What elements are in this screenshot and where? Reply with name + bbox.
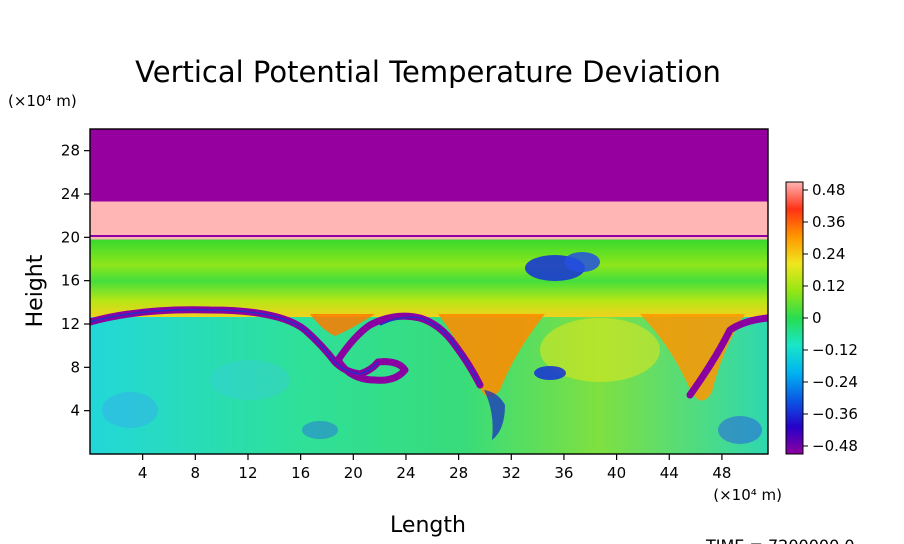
y-axis: 4 8 12 16 20 24 28 xyxy=(61,142,90,420)
y-tick-label: 28 xyxy=(61,142,80,160)
x-tick-label: 28 xyxy=(449,464,468,482)
yellow-patch xyxy=(540,318,660,382)
chart-title: Vertical Potential Temperature Deviation xyxy=(135,55,721,89)
blue-swirl-3 xyxy=(718,416,762,444)
colorbar-scale xyxy=(785,181,804,455)
warm-wedge-left xyxy=(310,314,375,336)
y-axis-label: Height xyxy=(23,254,48,327)
y-tick-label: 24 xyxy=(61,185,80,203)
blue-swirl-1 xyxy=(102,392,158,428)
x-tick-label: 36 xyxy=(554,464,573,482)
colorbar: 0.48 0.36 0.24 0.12 0 −0.12 −0.24 −0.36 −0.48 xyxy=(785,181,858,455)
bands xyxy=(90,129,768,240)
tropopause-outline xyxy=(90,308,481,386)
y-tick-label: 16 xyxy=(61,272,80,290)
x-tick-label: 4 xyxy=(138,464,148,482)
warm-wedge-center xyxy=(438,314,545,398)
warm-wedge-right xyxy=(640,314,745,401)
x-tick-label: 8 xyxy=(191,464,201,482)
upper-green-field xyxy=(90,237,768,317)
colorbar-tick-label: −0.36 xyxy=(812,405,858,423)
x-tick-label: 16 xyxy=(291,464,310,482)
time-label: TIME = 7200000.0 xyxy=(705,536,855,544)
colorbar-ticks: 0.48 0.36 0.24 0.12 0 −0.12 −0.24 −0.36 −0.48 xyxy=(803,181,858,455)
plot-frame xyxy=(89,128,769,455)
x-axis: 4 8 12 16 20 24 28 32 36 40 44 48 xyxy=(138,454,731,482)
y-axis-unit: (×10⁴ m) xyxy=(8,92,77,110)
x-tick-label: 12 xyxy=(238,464,257,482)
x-tick-label: 24 xyxy=(396,464,415,482)
x-axis-unit: (×10⁴ m) xyxy=(713,486,782,504)
blue-swirl-4 xyxy=(302,421,338,439)
colorbar-tick-label: −0.48 xyxy=(812,437,858,455)
band-1 xyxy=(90,201,768,240)
x-tick-label: 32 xyxy=(502,464,521,482)
colorbar-tick-label: −0.24 xyxy=(812,373,858,391)
plot-area xyxy=(90,129,768,454)
colorbar-tick-label: 0.24 xyxy=(812,245,845,263)
colorbar-tick-label: 0.36 xyxy=(812,213,845,231)
colorbar-tick-label: 0 xyxy=(812,309,822,327)
cold-eddy-3 xyxy=(534,366,566,380)
x-axis-label: Length xyxy=(390,513,466,538)
y-tick-label: 8 xyxy=(70,358,80,376)
x-tick-label: 20 xyxy=(344,464,363,482)
blue-swirl-2 xyxy=(210,360,290,400)
colorbar-tick-label: −0.12 xyxy=(812,341,858,359)
cold-tongue xyxy=(484,390,505,440)
colorbar-tick-label: 0.12 xyxy=(812,277,845,295)
lower-field xyxy=(90,312,768,454)
y-tick-label: 20 xyxy=(61,228,80,246)
y-tick-label: 4 xyxy=(70,402,80,420)
x-tick-label: 44 xyxy=(660,464,679,482)
band-0 xyxy=(90,129,768,202)
x-tick-label: 40 xyxy=(607,464,626,482)
y-tick-label: 12 xyxy=(61,315,80,333)
flow-features xyxy=(90,252,768,444)
colorbar-tick-label: 0.48 xyxy=(812,181,845,199)
cold-eddy-2 xyxy=(564,252,600,272)
x-tick-label: 48 xyxy=(712,464,731,482)
